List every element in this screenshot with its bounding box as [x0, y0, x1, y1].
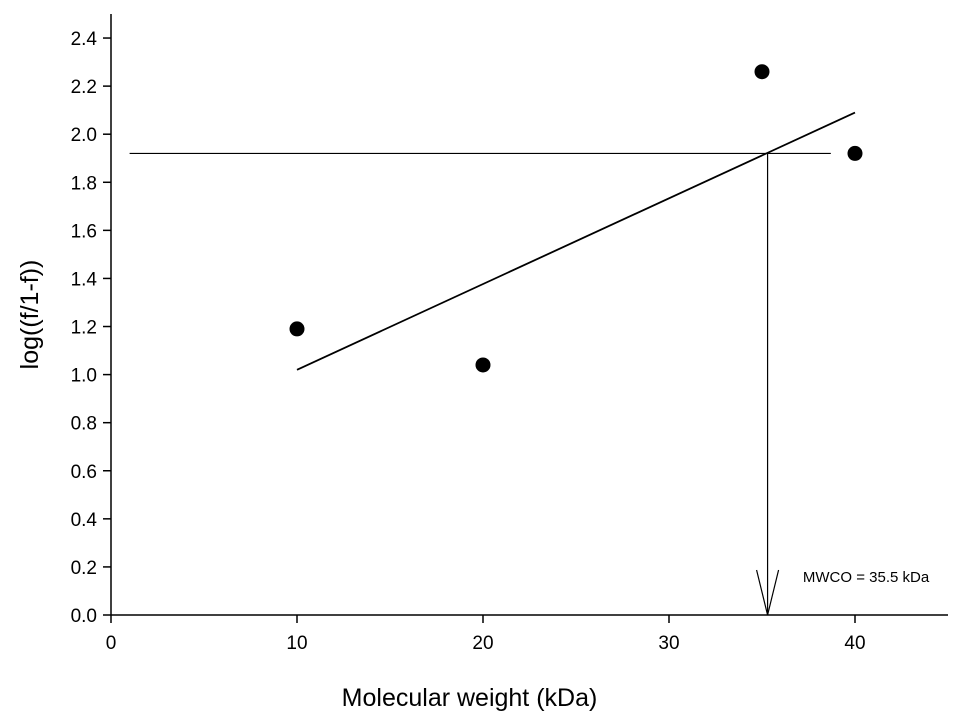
regression-line — [296, 111, 856, 371]
y-tick-label: 1.6 — [71, 221, 97, 242]
mwco-annotation: MWCO = 35.5 kDa — [803, 569, 930, 586]
y-axis-label: log((f/1-f)) — [16, 260, 44, 370]
x-tick-label: 10 — [286, 633, 307, 654]
y-tick-label: 2.0 — [71, 125, 97, 146]
y-tick-label: 1.2 — [71, 318, 97, 339]
data-point — [475, 357, 491, 373]
y-tick-label: 0.8 — [71, 414, 97, 435]
y-tick-label: 1.4 — [71, 269, 98, 290]
x-axis-label: Molecular weight (kDa) — [342, 684, 598, 711]
y-tick-label: 0.2 — [71, 558, 97, 579]
axes: 0 10 20 30 40 0.0 0.2 0.4 0.6 0.8 1.0 1.2 1.4 1.6 1.8 2… — [71, 14, 948, 654]
x-tick-label: 0 — [106, 633, 117, 654]
y-tick-label: 0.4 — [71, 510, 98, 531]
data-points — [289, 64, 863, 373]
x-tick-label: 30 — [658, 633, 679, 654]
fit-line-group — [296, 111, 856, 371]
y-tick-label: 2.2 — [71, 77, 97, 98]
y-tick-label: 0.6 — [71, 462, 97, 483]
x-tick-label: 40 — [844, 633, 865, 654]
data-point — [754, 64, 770, 80]
y-tick-label: 1.8 — [71, 173, 97, 194]
y-tick-label: 1.0 — [71, 366, 97, 387]
x-tick-label: 20 — [472, 633, 493, 654]
data-point — [847, 145, 863, 161]
arrow-head — [755, 569, 780, 616]
reference-lines — [129, 152, 831, 616]
y-tick-label: 0.0 — [71, 606, 97, 627]
y-tick-label: 2.4 — [71, 29, 98, 50]
data-point — [289, 321, 305, 337]
